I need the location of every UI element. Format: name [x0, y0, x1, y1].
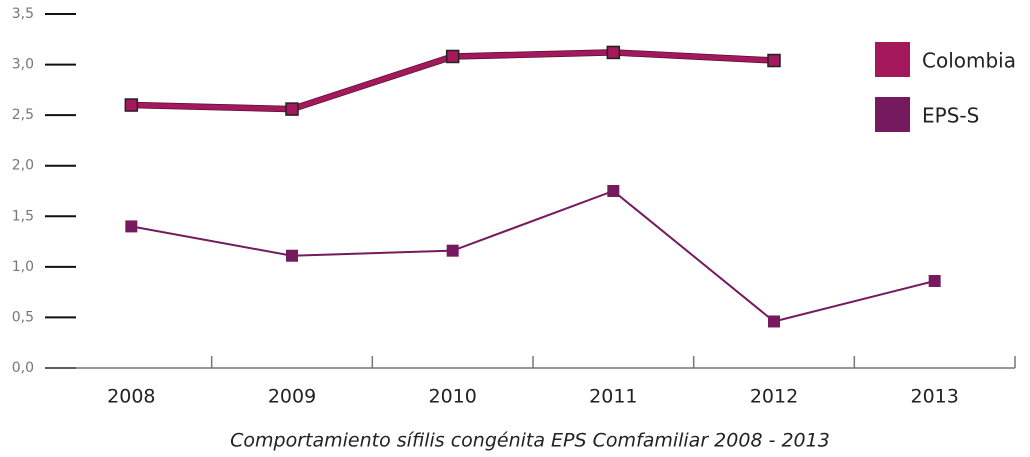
marker — [607, 185, 620, 197]
y-tick-label: 0,5 — [12, 309, 34, 325]
marker — [124, 98, 139, 112]
legend-label: EPS-S — [922, 104, 979, 128]
x-tick-label: 2009 — [268, 386, 316, 408]
marker — [286, 249, 298, 262]
marker — [446, 244, 459, 257]
legend-swatch — [875, 97, 910, 132]
x-tick-label: 2008 — [107, 386, 155, 408]
y-tick-label: 3,0 — [12, 57, 34, 73]
line — [131, 189, 935, 323]
caption: Comportamiento sífilis congénita EPS Com… — [230, 430, 830, 452]
legend-swatch — [875, 42, 910, 77]
y-tick-label: 2,0 — [12, 158, 34, 174]
marker — [928, 275, 941, 288]
y-tick-label: 1,5 — [12, 208, 34, 224]
x-tick-label: 2012 — [750, 386, 798, 408]
legend-label: Colombia — [922, 49, 1016, 73]
y-tick-label: 2,5 — [12, 107, 34, 123]
marker — [285, 102, 299, 116]
marker — [767, 53, 781, 68]
y-tick-label: 0,0 — [12, 360, 34, 376]
x-tick-label: 2011 — [589, 386, 637, 408]
marker — [445, 49, 460, 64]
marker — [606, 45, 621, 60]
y-tick-label: 1,0 — [12, 259, 34, 275]
x-tick-label: 2010 — [428, 386, 476, 408]
marker — [768, 315, 780, 328]
y-tick-label: 3,5 — [12, 6, 34, 22]
marker — [125, 220, 138, 233]
x-tick-label: 2013 — [910, 386, 958, 408]
